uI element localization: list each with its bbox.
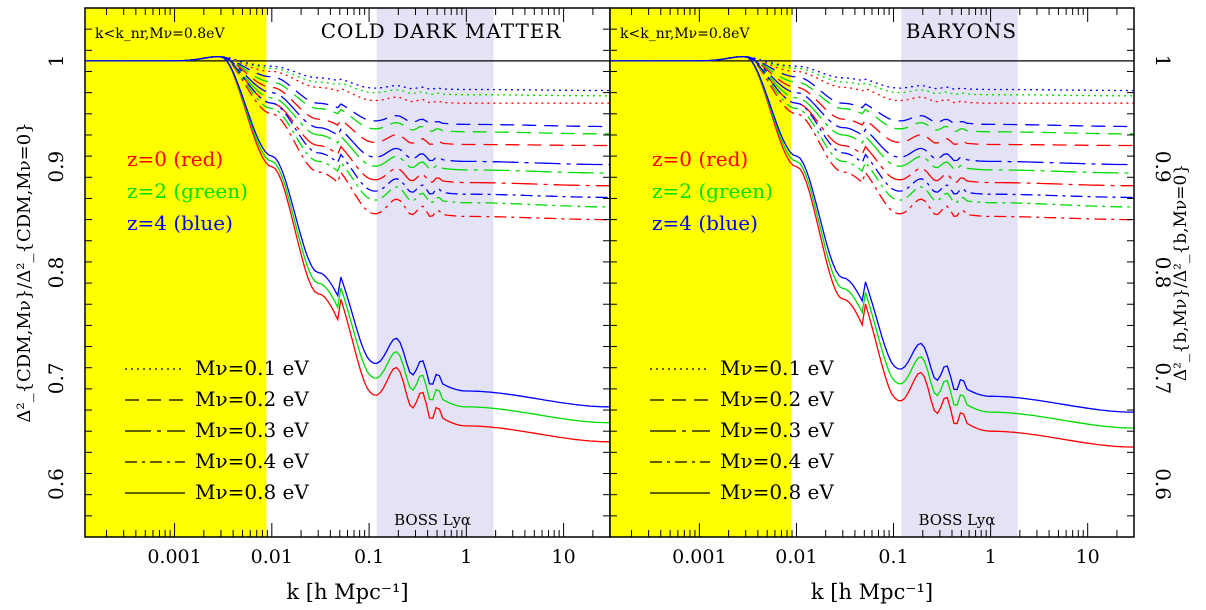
- panel-cdm: 0.001 0.01 0.1 1 10 k [h Mpc⁻¹] 0.6 0.7 0.8 0.9 1 Δ…: [14, 7, 611, 604]
- legend-label: Mν=0.4 eV: [195, 449, 309, 473]
- series-line: [610, 56, 1134, 97]
- x-tick-label: 0.01: [251, 546, 293, 568]
- x-tick-label: 0.1: [354, 546, 384, 568]
- series-line: [85, 56, 610, 147]
- series-group: [85, 56, 610, 443]
- series-line: [610, 56, 1134, 199]
- non-relativistic-region: [610, 8, 792, 537]
- x-axis: 0.001 0.01 0.1 1 10 k [h Mpc⁻¹]: [631, 8, 1135, 604]
- legend-label: Mν=0.3 eV: [195, 418, 309, 442]
- series-line: [85, 56, 610, 97]
- y-axis-title: Δ²_{b,Mν}/Δ²_{b,Mν=0}: [1171, 164, 1191, 381]
- y-tick-label: 0.9: [44, 151, 68, 183]
- series-line: [610, 56, 1134, 147]
- legend-label: Mν=0.2 eV: [195, 387, 309, 411]
- legend: Mν=0.1 eV Mν=0.2 eV Mν=0.3 eV Mν=0.4 eV Mν=0…: [650, 356, 834, 504]
- x-tick-label: 0.1: [878, 546, 908, 568]
- x-axis-title: k [h Mpc⁻¹]: [286, 580, 408, 604]
- series-line: [85, 56, 610, 128]
- series-line: [85, 56, 610, 408]
- x-tick-label: 1: [985, 546, 997, 568]
- panel-title: COLD DARK MATTER: [321, 19, 562, 43]
- y-tick-label: 1: [44, 55, 68, 68]
- y-tick-label: 0.7: [1151, 362, 1175, 394]
- series-line: [85, 56, 610, 199]
- y-tick-label: 0.9: [1151, 151, 1175, 183]
- redshift-annotation: z=2 (green): [127, 179, 248, 203]
- y-tick-label: 0.7: [44, 362, 68, 394]
- y-axis: 0.6 0.7 0.8 0.9 1 Δ²_{b,Mν}/Δ²_{b,Mν=0}: [610, 7, 1191, 538]
- legend-label: Mν=0.4 eV: [720, 449, 834, 473]
- series-line: [85, 56, 610, 221]
- x-axis: 0.001 0.01 0.1 1 10 k [h Mpc⁻¹]: [106, 8, 611, 604]
- redshift-annotation: z=4 (blue): [127, 211, 233, 235]
- legend-label: Mν=0.1 eV: [195, 356, 309, 380]
- y-tick-label: 0.6: [1151, 468, 1175, 500]
- redshift-annotation: z=0 (red): [652, 147, 748, 171]
- y-tick-label: 1: [1151, 55, 1175, 68]
- y-tick-label: 0.8: [1151, 257, 1175, 289]
- x-tick-label: 0.01: [775, 546, 817, 568]
- nonrel-region-label: k<k_nr,Mν=0.8eV: [620, 26, 750, 42]
- series-line: [85, 56, 610, 208]
- legend-label: Mν=0.8 eV: [720, 480, 834, 504]
- series-line: [610, 56, 1134, 92]
- legend: Mν=0.1 eV Mν=0.2 eV Mν=0.3 eV Mν=0.4 eV Mν=0…: [125, 356, 309, 504]
- series-line: [610, 56, 1134, 221]
- x-tick-label: 10: [1076, 546, 1100, 568]
- x-tick-label: 0.001: [147, 546, 201, 568]
- boss-region-label: BOSS Lyα: [918, 511, 995, 529]
- legend-label: Mν=0.8 eV: [195, 480, 309, 504]
- series-group: [610, 56, 1134, 448]
- series-line: [610, 56, 1134, 208]
- x-tick-label: 0.001: [672, 546, 726, 568]
- legend-label: Mν=0.2 eV: [720, 387, 834, 411]
- boss-lya-region: [901, 8, 1018, 537]
- panel-baryons: 0.001 0.01 0.1 1 10 k [h Mpc⁻¹] 0.6 0.7 0.8 0.9 1 Δ…: [609, 7, 1191, 604]
- series-line: [610, 56, 1134, 135]
- y-tick-label: 0.6: [44, 468, 68, 500]
- series-line: [610, 56, 1134, 413]
- y-axis-title: Δ²_{CDM,Mν}/Δ²_{CDM,Mν=0}: [14, 122, 35, 422]
- legend-label: Mν=0.3 eV: [720, 418, 834, 442]
- nonrel-region-label: k<k_nr,Mν=0.8eV: [95, 26, 225, 42]
- boss-lya-region: [376, 8, 494, 537]
- redshift-annotation: z=4 (blue): [652, 211, 758, 235]
- non-relativistic-region: [85, 8, 267, 537]
- series-line: [85, 56, 610, 135]
- x-tick-label: 1: [460, 546, 472, 568]
- panel-title: BARYONS: [906, 19, 1017, 43]
- legend-label: Mν=0.1 eV: [720, 356, 834, 380]
- redshift-annotation: z=2 (green): [652, 179, 773, 203]
- boss-region-label: BOSS Lyα: [394, 511, 471, 529]
- y-axis: 0.6 0.7 0.8 0.9 1 Δ²_{CDM,Mν}/Δ²_{CDM,Mν=0}: [14, 7, 610, 538]
- x-axis-title: k [h Mpc⁻¹]: [811, 580, 933, 604]
- redshift-annotation: z=0 (red): [127, 147, 223, 171]
- y-tick-label: 0.8: [44, 257, 68, 289]
- x-tick-label: 10: [552, 546, 576, 568]
